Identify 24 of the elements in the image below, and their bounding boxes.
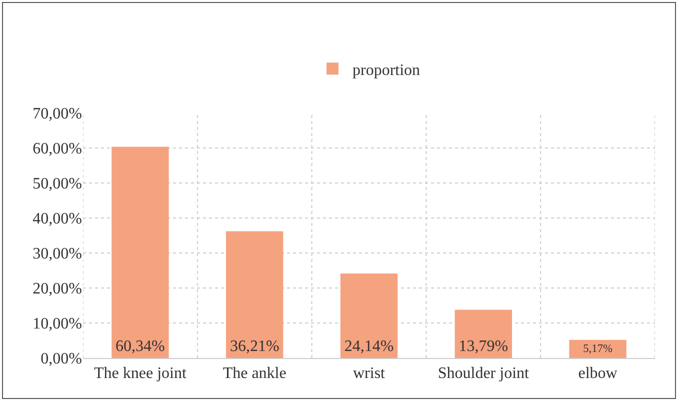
bar (454, 310, 512, 358)
y-tick-label: 30,00% (32, 246, 82, 263)
data-label: 36,21% (230, 338, 280, 355)
x-tick-label: Shoulder joint (438, 365, 530, 382)
y-tick-label: 40,00% (32, 210, 82, 228)
bar (112, 146, 169, 358)
x-tick-label: wrist (353, 365, 386, 382)
y-tick-label: 70,00% (32, 106, 82, 123)
x-tick-label: The ankle (222, 365, 286, 382)
data-label: 60,34% (116, 338, 165, 355)
bar (569, 340, 626, 358)
data-label: 24,14% (344, 338, 394, 355)
bar (226, 231, 284, 358)
y-tick-label: 60,00% (32, 140, 82, 158)
x-tick-label: elbow (578, 365, 618, 382)
y-tick-label: 50,00% (32, 176, 82, 193)
bar (340, 274, 398, 358)
y-tick-label: 20,00% (32, 280, 82, 298)
data-label: 5,17% (583, 343, 614, 356)
y-tick-label: 0,00% (40, 350, 82, 368)
legend-label: proportion (352, 62, 420, 79)
x-tick-label: The knee joint (94, 365, 187, 382)
y-tick-label: 10,00% (32, 316, 82, 333)
data-label: 13,79% (458, 338, 508, 355)
